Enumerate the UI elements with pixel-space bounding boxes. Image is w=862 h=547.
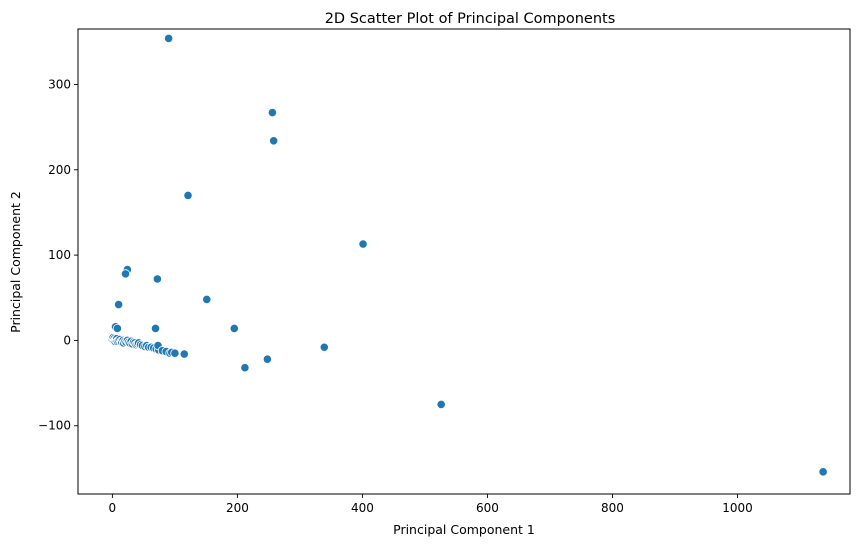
data-point bbox=[114, 299, 124, 310]
plot-frame bbox=[77, 28, 851, 495]
data-point bbox=[240, 363, 250, 373]
y-tick-label: 100 bbox=[48, 248, 71, 262]
data-point bbox=[436, 399, 446, 410]
data-point bbox=[152, 274, 162, 284]
data-point bbox=[267, 108, 278, 118]
data-point bbox=[202, 294, 212, 305]
y-tick-label: −100 bbox=[38, 419, 71, 433]
y-axis-ticks: −100 0 100 200 300 bbox=[38, 77, 78, 433]
x-tick-label: 400 bbox=[351, 501, 374, 515]
x-tick-label: 1000 bbox=[722, 501, 753, 515]
data-point bbox=[170, 348, 180, 358]
x-tick-label: 0 bbox=[109, 501, 117, 515]
x-axis-label: Principal Component 1 bbox=[393, 522, 535, 537]
y-tick-label: 0 bbox=[63, 333, 71, 347]
x-axis-ticks: 0 200 400 600 800 1000 bbox=[109, 494, 753, 515]
data-point bbox=[269, 136, 279, 146]
data-point bbox=[164, 33, 174, 43]
data-point bbox=[818, 467, 828, 477]
data-point bbox=[112, 323, 122, 334]
data-point bbox=[150, 323, 161, 334]
x-tick-label: 200 bbox=[226, 501, 249, 515]
y-tick-label: 200 bbox=[48, 163, 71, 177]
y-axis-label: Principal Component 2 bbox=[8, 191, 23, 333]
chart-title: 2D Scatter Plot of Principal Components bbox=[325, 11, 616, 27]
data-point bbox=[229, 323, 239, 334]
data-point bbox=[179, 349, 189, 359]
data-point bbox=[120, 269, 131, 279]
data-point bbox=[262, 354, 273, 364]
x-tick-label: 600 bbox=[476, 501, 499, 515]
data-points bbox=[107, 33, 828, 477]
data-point bbox=[358, 239, 368, 249]
data-point bbox=[183, 190, 193, 200]
y-tick-label: 300 bbox=[48, 77, 71, 91]
x-tick-label: 800 bbox=[601, 501, 624, 515]
data-point bbox=[319, 342, 329, 352]
